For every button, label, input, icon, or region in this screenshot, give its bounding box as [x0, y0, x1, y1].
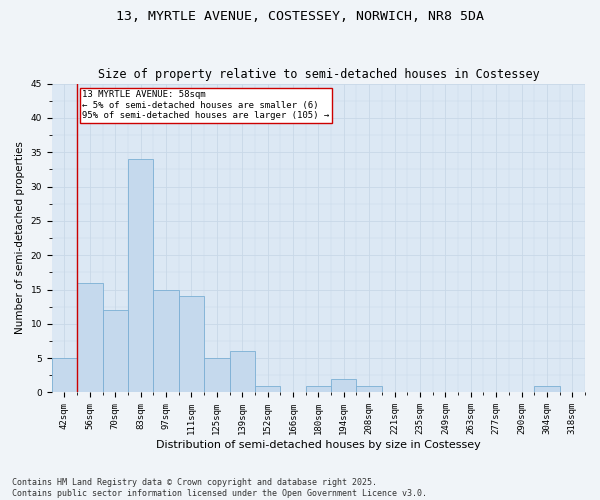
Bar — [77, 282, 103, 393]
Bar — [356, 386, 382, 392]
Text: 13 MYRTLE AVENUE: 58sqm
← 5% of semi-detached houses are smaller (6)
95% of semi: 13 MYRTLE AVENUE: 58sqm ← 5% of semi-det… — [82, 90, 329, 120]
Bar — [204, 358, 230, 392]
Bar — [154, 290, 179, 393]
Bar — [331, 378, 356, 392]
Y-axis label: Number of semi-detached properties: Number of semi-detached properties — [15, 142, 25, 334]
Bar — [179, 296, 204, 392]
Bar — [230, 352, 255, 393]
Bar — [534, 386, 560, 392]
X-axis label: Distribution of semi-detached houses by size in Costessey: Distribution of semi-detached houses by … — [156, 440, 481, 450]
Bar — [305, 386, 331, 392]
Title: Size of property relative to semi-detached houses in Costessey: Size of property relative to semi-detach… — [98, 68, 539, 81]
Bar — [128, 159, 154, 392]
Bar — [255, 386, 280, 392]
Bar — [52, 358, 77, 392]
Text: Contains HM Land Registry data © Crown copyright and database right 2025.
Contai: Contains HM Land Registry data © Crown c… — [12, 478, 427, 498]
Bar — [103, 310, 128, 392]
Text: 13, MYRTLE AVENUE, COSTESSEY, NORWICH, NR8 5DA: 13, MYRTLE AVENUE, COSTESSEY, NORWICH, N… — [116, 10, 484, 23]
